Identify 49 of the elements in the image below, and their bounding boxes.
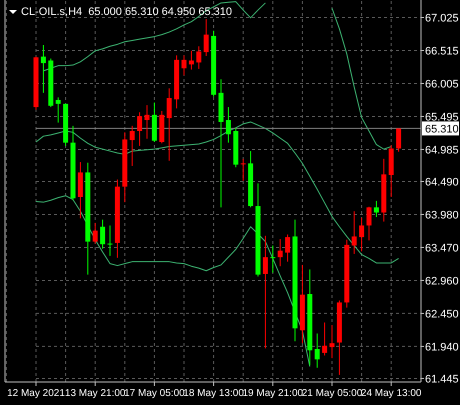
candlestick bbox=[330, 324, 334, 359]
line-series bbox=[36, 195, 310, 367]
candlestick bbox=[270, 245, 276, 274]
candlestick bbox=[352, 210, 357, 254]
x-tick-label: 18 May 13:00 bbox=[183, 388, 244, 399]
y-tick-label: 61.445 bbox=[425, 373, 459, 386]
candlestick bbox=[374, 200, 379, 218]
y-tick-label: 67.025 bbox=[425, 12, 459, 24]
ref-line-label: 65.310 bbox=[425, 123, 459, 136]
candlestick bbox=[278, 238, 283, 267]
candlestick bbox=[137, 112, 142, 146]
y-tick-label: 64.985 bbox=[425, 144, 459, 156]
candlestick bbox=[92, 222, 98, 244]
x-tick-label: 17 May 05:00 bbox=[124, 388, 186, 399]
candlestick bbox=[182, 54, 186, 76]
x-tick-label: 21 May 05:00 bbox=[302, 388, 363, 399]
y-tick-label: 64.490 bbox=[425, 176, 459, 188]
candlestick bbox=[100, 219, 106, 250]
candlestick bbox=[196, 46, 202, 70]
x-tick-label: 13 May 21:00 bbox=[64, 388, 126, 399]
candlestick bbox=[314, 332, 320, 368]
candlestick bbox=[144, 104, 150, 140]
y-tick-label: 65.495 bbox=[425, 111, 459, 124]
y-tick-label: 63.470 bbox=[425, 242, 459, 254]
candlestick bbox=[204, 18, 209, 56]
x-tick-label: 24 May 13:00 bbox=[360, 388, 422, 399]
candlestick bbox=[396, 128, 402, 152]
candlestick bbox=[56, 96, 61, 124]
y-tick-label: 61.940 bbox=[425, 341, 459, 354]
y-tick-label: 63.980 bbox=[425, 209, 459, 222]
candlestick bbox=[188, 50, 194, 70]
candlestick bbox=[166, 88, 172, 162]
y-tick-label: 66.005 bbox=[425, 78, 459, 90]
candlestick bbox=[322, 322, 328, 356]
x-tick-label: 19 May 21:00 bbox=[242, 388, 304, 399]
y-tick-label: 66.515 bbox=[425, 45, 459, 58]
candlestick bbox=[240, 158, 246, 182]
x-tick-label: 12 May 2021 bbox=[7, 388, 66, 399]
candlestick bbox=[108, 224, 112, 256]
candlestick bbox=[130, 125, 135, 166]
y-tick-label: 62.960 bbox=[425, 275, 459, 288]
candlestick bbox=[40, 44, 46, 94]
y-tick-label: 62.450 bbox=[425, 308, 459, 320]
candlestick bbox=[262, 235, 268, 349]
line-series bbox=[36, 121, 400, 264]
candlestick bbox=[226, 106, 231, 144]
candlestick bbox=[285, 234, 290, 262]
candlestick bbox=[366, 206, 372, 241]
candlestick bbox=[359, 217, 364, 252]
